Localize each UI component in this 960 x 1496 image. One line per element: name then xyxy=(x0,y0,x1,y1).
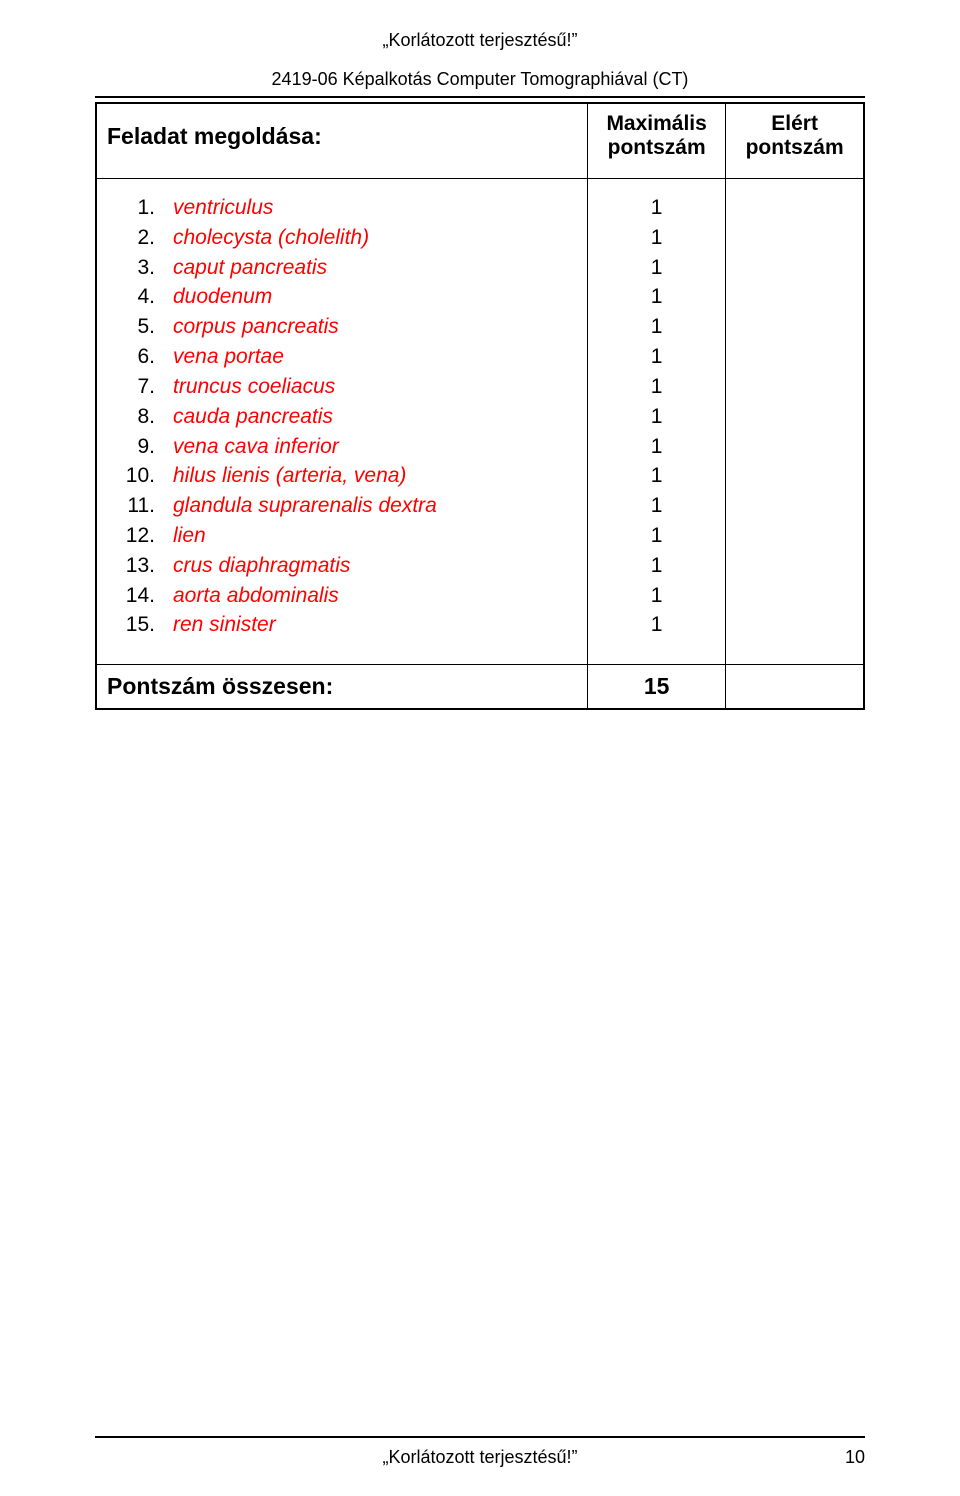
total-label: Pontszám összesen: xyxy=(96,665,588,710)
answer-number: 5. xyxy=(107,312,173,342)
max-point-value: 1 xyxy=(588,223,725,253)
answer-label: aorta abdominalis xyxy=(173,584,339,607)
answer-item: 15.ren sinister xyxy=(107,610,577,640)
answer-label: caput pancreatis xyxy=(173,256,327,279)
answer-label: ventriculus xyxy=(173,196,273,219)
col-achieved-line1: Elért xyxy=(732,112,857,136)
answer-item: 12.lien xyxy=(107,521,577,551)
answer-number: 2. xyxy=(107,223,173,253)
answer-number: 7. xyxy=(107,372,173,402)
max-point-value: 1 xyxy=(588,432,725,462)
score-table: Feladat megoldása: Maximális pontszám El… xyxy=(95,102,865,710)
answer-item: 6.vena portae xyxy=(107,342,577,372)
col-max-line1: Maximális xyxy=(594,112,719,136)
classification-footer: „Korlátozott terjesztésű!” xyxy=(0,1447,960,1468)
answer-number: 11. xyxy=(107,491,173,521)
answer-label: vena portae xyxy=(173,345,284,368)
answer-number: 13. xyxy=(107,551,173,581)
answer-item: 14.aorta abdominalis xyxy=(107,581,577,611)
answer-number: 10. xyxy=(107,461,173,491)
max-point-value: 1 xyxy=(588,491,725,521)
answer-item: 8.cauda pancreatis xyxy=(107,402,577,432)
answer-label: ren sinister xyxy=(173,613,276,636)
answer-item: 11.glandula suprarenalis dextra xyxy=(107,491,577,521)
answer-number: 8. xyxy=(107,402,173,432)
answer-item: 13.crus diaphragmatis xyxy=(107,551,577,581)
answer-label: truncus coeliacus xyxy=(173,375,335,398)
answer-label: vena cava inferior xyxy=(173,435,339,458)
col-max: Maximális pontszám xyxy=(588,103,726,179)
answer-label: corpus pancreatis xyxy=(173,315,339,338)
max-point-value: 1 xyxy=(588,282,725,312)
table-header-row: Feladat megoldása: Maximális pontszám El… xyxy=(96,103,864,179)
answer-number: 14. xyxy=(107,581,173,611)
max-point-value: 1 xyxy=(588,342,725,372)
answer-number: 1. xyxy=(107,193,173,223)
total-achieved xyxy=(726,665,864,710)
col-achieved-line2: pontszám xyxy=(732,136,857,160)
answer-label: cholecysta (cholelith) xyxy=(173,226,369,249)
max-point-value: 1 xyxy=(588,193,725,223)
max-point-value: 1 xyxy=(588,253,725,283)
answer-item: 1.ventriculus xyxy=(107,193,577,223)
max-point-value: 1 xyxy=(588,551,725,581)
answer-number: 4. xyxy=(107,282,173,312)
col-achieved: Elért pontszám xyxy=(726,103,864,179)
answer-label: lien xyxy=(173,524,206,547)
answer-item: 5.corpus pancreatis xyxy=(107,312,577,342)
max-point-value: 1 xyxy=(588,372,725,402)
max-point-value: 1 xyxy=(588,461,725,491)
max-point-value: 1 xyxy=(588,581,725,611)
answer-label: glandula suprarenalis dextra xyxy=(173,494,437,517)
answer-number: 3. xyxy=(107,253,173,283)
max-point-value: 1 xyxy=(588,402,725,432)
answer-number: 15. xyxy=(107,610,173,640)
answer-list: 1.ventriculus2.cholecysta (cholelith)3.c… xyxy=(107,193,577,640)
max-point-value: 1 xyxy=(588,610,725,640)
col-task: Feladat megoldása: xyxy=(96,103,588,179)
max-point-value: 1 xyxy=(588,521,725,551)
achieved-points-cell xyxy=(726,179,864,665)
max-point-value: 1 xyxy=(588,312,725,342)
page-number: 10 xyxy=(845,1447,865,1468)
table-body-row: 1.ventriculus2.cholecysta (cholelith)3.c… xyxy=(96,179,864,665)
answer-item: 7.truncus coeliacus xyxy=(107,372,577,402)
answer-number: 12. xyxy=(107,521,173,551)
answer-item: 4.duodenum xyxy=(107,282,577,312)
course-title: 2419-06 Képalkotás Computer Tomographiáv… xyxy=(95,69,865,90)
answer-label: hilus lienis (arteria, vena) xyxy=(173,464,406,487)
answer-label: crus diaphragmatis xyxy=(173,554,350,577)
footer-rule xyxy=(95,1436,865,1438)
answer-number: 6. xyxy=(107,342,173,372)
col-max-line2: pontszám xyxy=(594,136,719,160)
answer-item: 10.hilus lienis (arteria, vena) xyxy=(107,461,577,491)
answer-item: 2.cholecysta (cholelith) xyxy=(107,223,577,253)
answer-label: duodenum xyxy=(173,285,272,308)
answer-label: cauda pancreatis xyxy=(173,405,333,428)
answer-number: 9. xyxy=(107,432,173,462)
classification-header: „Korlátozott terjesztésű!” xyxy=(95,30,865,51)
answers-cell: 1.ventriculus2.cholecysta (cholelith)3.c… xyxy=(96,179,588,665)
answer-item: 3.caput pancreatis xyxy=(107,253,577,283)
header-rule xyxy=(95,96,865,98)
total-row: Pontszám összesen: 15 xyxy=(96,665,864,710)
page: „Korlátozott terjesztésű!” 2419-06 Képal… xyxy=(0,0,960,1496)
total-value: 15 xyxy=(588,665,726,710)
max-points-cell: 111111111111111 xyxy=(588,179,726,665)
answer-item: 9.vena cava inferior xyxy=(107,432,577,462)
